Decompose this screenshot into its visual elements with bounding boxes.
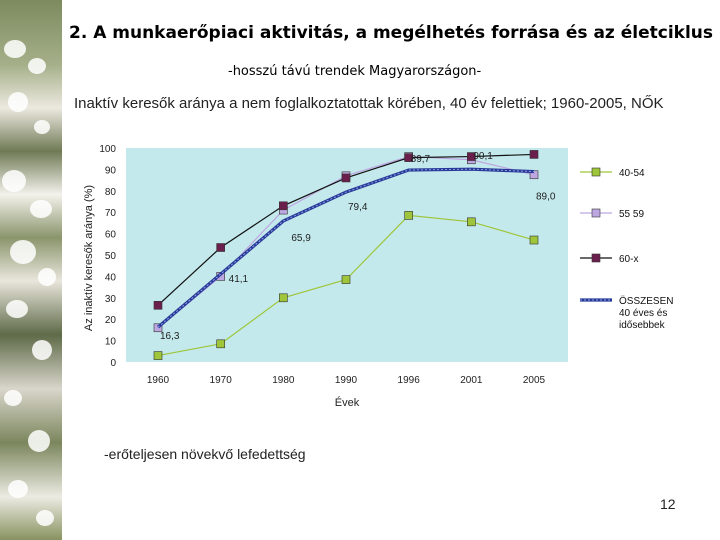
x-tick-label: 1996	[398, 375, 421, 386]
slide-title: 2. A munkaerőpiaci aktivitás, a megélhet…	[68, 23, 714, 43]
legend-marker-s55_59	[591, 208, 601, 218]
x-axis-label: Évek	[335, 396, 360, 409]
chart-description: Inaktív keresők aránya a nem foglalkozta…	[74, 95, 664, 112]
legend-label-s55_59: 55 59	[619, 209, 644, 220]
data-label: 89,0	[536, 192, 556, 203]
data-point-s40_54	[467, 217, 476, 227]
y-tick-label: 0	[110, 358, 116, 369]
x-tick-label: 1970	[210, 375, 233, 386]
data-point-s40_54	[153, 351, 163, 360]
y-tick-label: 10	[105, 337, 117, 348]
y-tick-label: 30	[105, 294, 117, 305]
series-line-total-highlight	[157, 168, 535, 328]
plot-area	[126, 148, 568, 362]
footnote: -erőteljesen növekvő lefedettség	[104, 446, 306, 462]
data-point-s55_59	[153, 323, 163, 333]
data-point-s40_54	[404, 211, 413, 220]
decorative-flower-image	[0, 0, 62, 540]
y-tick-label: 40	[105, 272, 117, 283]
data-point-s60	[341, 173, 351, 183]
legend-label-total: ÖSSZESEN 40 éves és idősebbek	[619, 295, 673, 331]
data-point-s60	[404, 153, 413, 162]
data-point-s40_54	[279, 293, 288, 303]
x-tick-label: 1990	[335, 375, 358, 386]
data-point-s60	[279, 201, 288, 211]
data-point-s60	[153, 300, 163, 310]
legend-marker-s40_54	[591, 167, 601, 177]
data-label: 65,9	[291, 233, 311, 244]
legend-marker-s60	[591, 253, 601, 263]
data-point-s60	[529, 150, 539, 159]
x-tick-label: 2005	[523, 375, 546, 386]
data-point-s60	[216, 243, 225, 252]
data-point-s60	[467, 152, 476, 161]
x-tick-label: 2001	[460, 375, 483, 386]
data-point-s40_54	[529, 235, 539, 245]
x-tick-label: 1980	[272, 375, 295, 386]
data-label: 16,3	[160, 331, 180, 342]
data-label: 89,7	[411, 154, 431, 165]
y-tick-label: 60	[105, 230, 117, 241]
y-tick-label: 90	[105, 165, 117, 176]
y-tick-label: 50	[105, 251, 117, 262]
y-tick-label: 20	[105, 315, 117, 326]
data-label: 41,1	[229, 274, 249, 285]
page-number: 12	[660, 496, 676, 512]
y-axis-label: Az inaktív keresők aránya (%)	[83, 185, 95, 331]
y-tick-label: 80	[105, 187, 117, 198]
y-tick-label: 70	[105, 208, 117, 219]
data-label: 79,4	[348, 202, 368, 213]
data-label: 90,1	[473, 151, 493, 162]
data-point-s40_54	[341, 275, 351, 284]
legend-label-s40_54: 40-54	[619, 168, 645, 179]
x-tick-label: 1960	[147, 375, 170, 386]
slide-subtitle: -hosszú távú trendek Magyarországon-	[228, 64, 482, 79]
y-tick-label: 100	[99, 144, 116, 155]
legend-label-s60: 60-x	[619, 254, 638, 265]
data-point-s40_54	[216, 339, 225, 349]
